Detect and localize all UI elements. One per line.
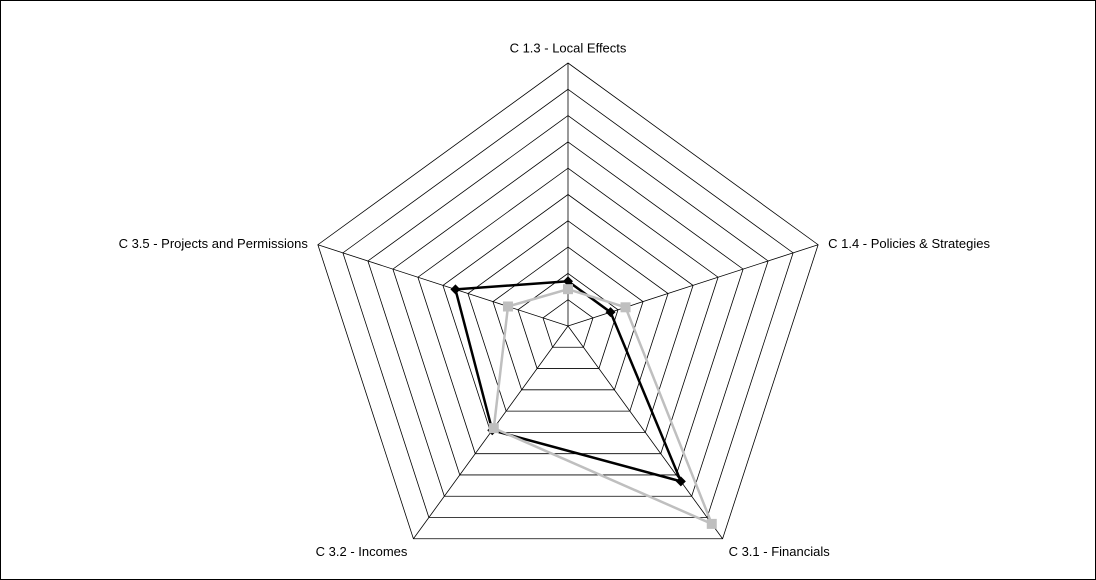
grid-ring xyxy=(492,246,644,391)
grid-ring xyxy=(542,299,594,348)
grid-ring xyxy=(442,194,694,433)
marker xyxy=(620,302,631,313)
axis-label: C 3.2 - Incomes xyxy=(316,544,408,559)
grid-ring xyxy=(392,141,744,476)
axis-label: C 1.3 - Local Effects xyxy=(510,40,627,55)
axis-label: C 3.5 - Projects and Permissions xyxy=(119,236,309,251)
grid-ring xyxy=(517,272,619,369)
marker xyxy=(563,276,573,287)
axis-label: C 3.1 - Financials xyxy=(729,544,831,559)
marker xyxy=(675,476,686,487)
grid-ring xyxy=(317,62,819,540)
series-line xyxy=(453,280,683,484)
marker xyxy=(488,423,499,434)
axis-label: C 1.4 - Policies & Strategies xyxy=(828,236,990,251)
marker xyxy=(706,518,717,529)
axis-spoke xyxy=(567,325,723,540)
marker xyxy=(563,284,573,295)
grid-ring xyxy=(417,167,719,455)
grid-ring xyxy=(367,115,769,497)
grid-ring xyxy=(467,220,669,412)
series-line xyxy=(492,287,715,527)
grid-ring xyxy=(342,88,794,518)
marker xyxy=(605,307,616,318)
axis-spoke xyxy=(317,244,569,327)
marker xyxy=(450,284,461,295)
marker xyxy=(502,301,513,312)
